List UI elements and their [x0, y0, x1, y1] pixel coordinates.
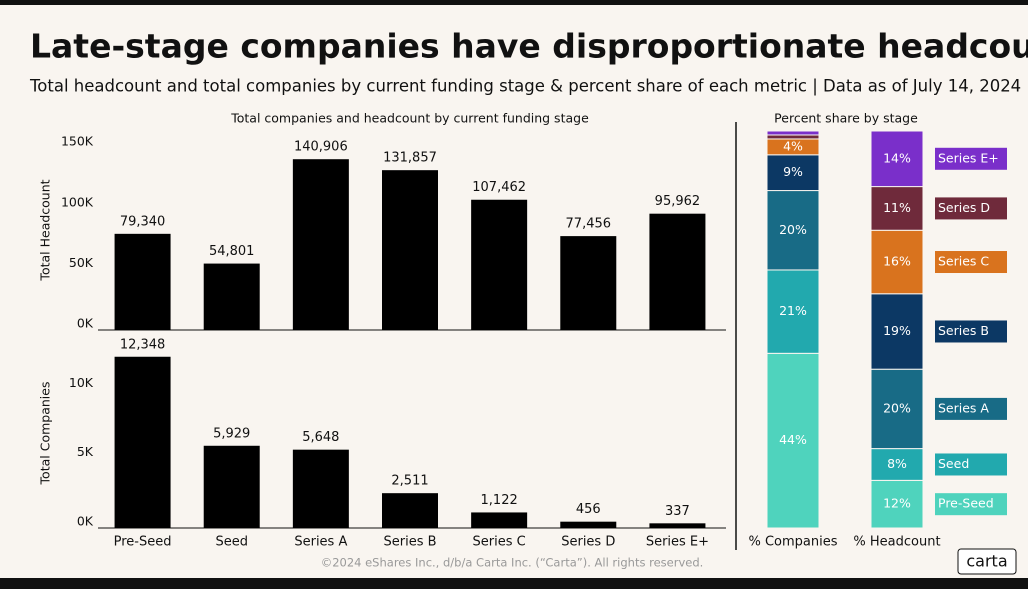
data-label: 20%: [779, 222, 807, 237]
y-tick-label: 5K: [77, 444, 94, 459]
data-label: 2,511: [391, 474, 428, 489]
x-tick-label: Series E+: [646, 535, 709, 550]
data-label: 140,906: [294, 140, 348, 155]
bar-segment: [766, 352, 820, 529]
x-tick-label: Seed: [215, 535, 248, 550]
data-label: 77,456: [566, 217, 612, 232]
y-tick-label: 10K: [69, 375, 94, 390]
bar-segment: [870, 448, 924, 481]
data-label: 95,962: [655, 194, 701, 209]
data-label: 14%: [883, 150, 911, 165]
data-label: 5,929: [213, 426, 250, 441]
y-axis-label: Total Headcount: [38, 179, 53, 281]
bar-segment: [870, 479, 924, 529]
legend-label: Series C: [938, 254, 989, 269]
bar: [471, 199, 528, 330]
legend-label: Pre-Seed: [938, 496, 994, 511]
bar-segment: [870, 229, 924, 295]
data-label: 16%: [883, 254, 911, 269]
bar-segment: [766, 134, 820, 140]
bar-segment: [766, 154, 820, 192]
y-tick-label: 50K: [69, 255, 94, 270]
bar: [203, 263, 260, 330]
bar-segment: [766, 269, 820, 354]
bar: [292, 449, 349, 528]
legend-label: Series A: [938, 400, 989, 415]
data-label: 20%: [883, 400, 911, 415]
footer: ©2024 eShares Inc., d/b/a Carta Inc. (“C…: [321, 556, 704, 570]
x-tick-label: Series D: [561, 535, 615, 550]
x-tick-label: % Companies: [748, 535, 837, 550]
legend-label: Series D: [938, 200, 990, 215]
data-label: 4%: [783, 138, 803, 153]
y-axis-label: Total Companies: [38, 382, 53, 486]
legend-swatch: [935, 197, 1007, 220]
chart-title: Total companies and headcount by current…: [230, 111, 589, 126]
page-title: Late-stage companies have disproportiona…: [30, 27, 1028, 66]
data-label: 456: [576, 502, 601, 517]
chart-title: Percent share by stage: [774, 111, 918, 126]
x-tick-label: Pre-Seed: [114, 535, 172, 550]
legend-label: Series B: [938, 323, 989, 338]
bar: [560, 236, 617, 330]
y-tick-label: 150K: [61, 134, 94, 149]
logo: carta: [966, 552, 1007, 571]
legend-swatch: [935, 397, 1007, 420]
bar-segment: [870, 130, 924, 188]
bar: [292, 159, 349, 330]
x-tick-label: Series B: [383, 535, 436, 550]
legend-label: Series E+: [938, 150, 999, 165]
bar: [114, 356, 171, 528]
logo-box: [957, 548, 1017, 575]
y-tick-label: 0K: [77, 514, 94, 529]
x-tick-label: Series C: [473, 535, 526, 550]
bar: [560, 521, 617, 528]
x-tick-label: Series A: [294, 535, 347, 550]
y-tick-label: 100K: [61, 194, 94, 209]
x-tick-label: % Headcount: [853, 535, 940, 550]
bar-segment: [766, 130, 820, 136]
bar: [203, 445, 260, 528]
bar: [471, 512, 528, 528]
data-label: 9%: [783, 164, 803, 179]
data-label: 5,648: [302, 430, 339, 445]
legend-swatch: [935, 251, 1007, 274]
bar: [649, 213, 706, 330]
legend-swatch: [935, 453, 1007, 476]
y-tick-label: 0K: [77, 316, 94, 331]
data-label: 44%: [779, 432, 807, 447]
legend-swatch: [935, 320, 1007, 343]
data-label: 19%: [883, 323, 911, 338]
data-label: 8%: [887, 456, 907, 471]
legend-swatch: [935, 493, 1007, 516]
bar-segment: [870, 293, 924, 370]
legend-label: Seed: [938, 456, 969, 471]
data-label: 21%: [779, 303, 807, 318]
data-label: 337: [665, 504, 690, 519]
data-label: 79,340: [120, 214, 166, 229]
legend-swatch: [935, 147, 1007, 170]
bar: [382, 170, 438, 330]
data-label: 1,122: [481, 493, 518, 508]
data-label: 54,801: [209, 244, 255, 259]
data-label: 131,857: [383, 151, 437, 166]
page-subtitle: Total headcount and total companies by c…: [29, 77, 1021, 96]
data-label: 12%: [883, 496, 911, 511]
bar: [382, 493, 438, 528]
bar: [114, 233, 171, 330]
data-label: 11%: [883, 200, 911, 215]
data-label: 12,348: [120, 337, 166, 352]
data-label: 107,462: [472, 180, 526, 195]
bar: [649, 523, 706, 528]
